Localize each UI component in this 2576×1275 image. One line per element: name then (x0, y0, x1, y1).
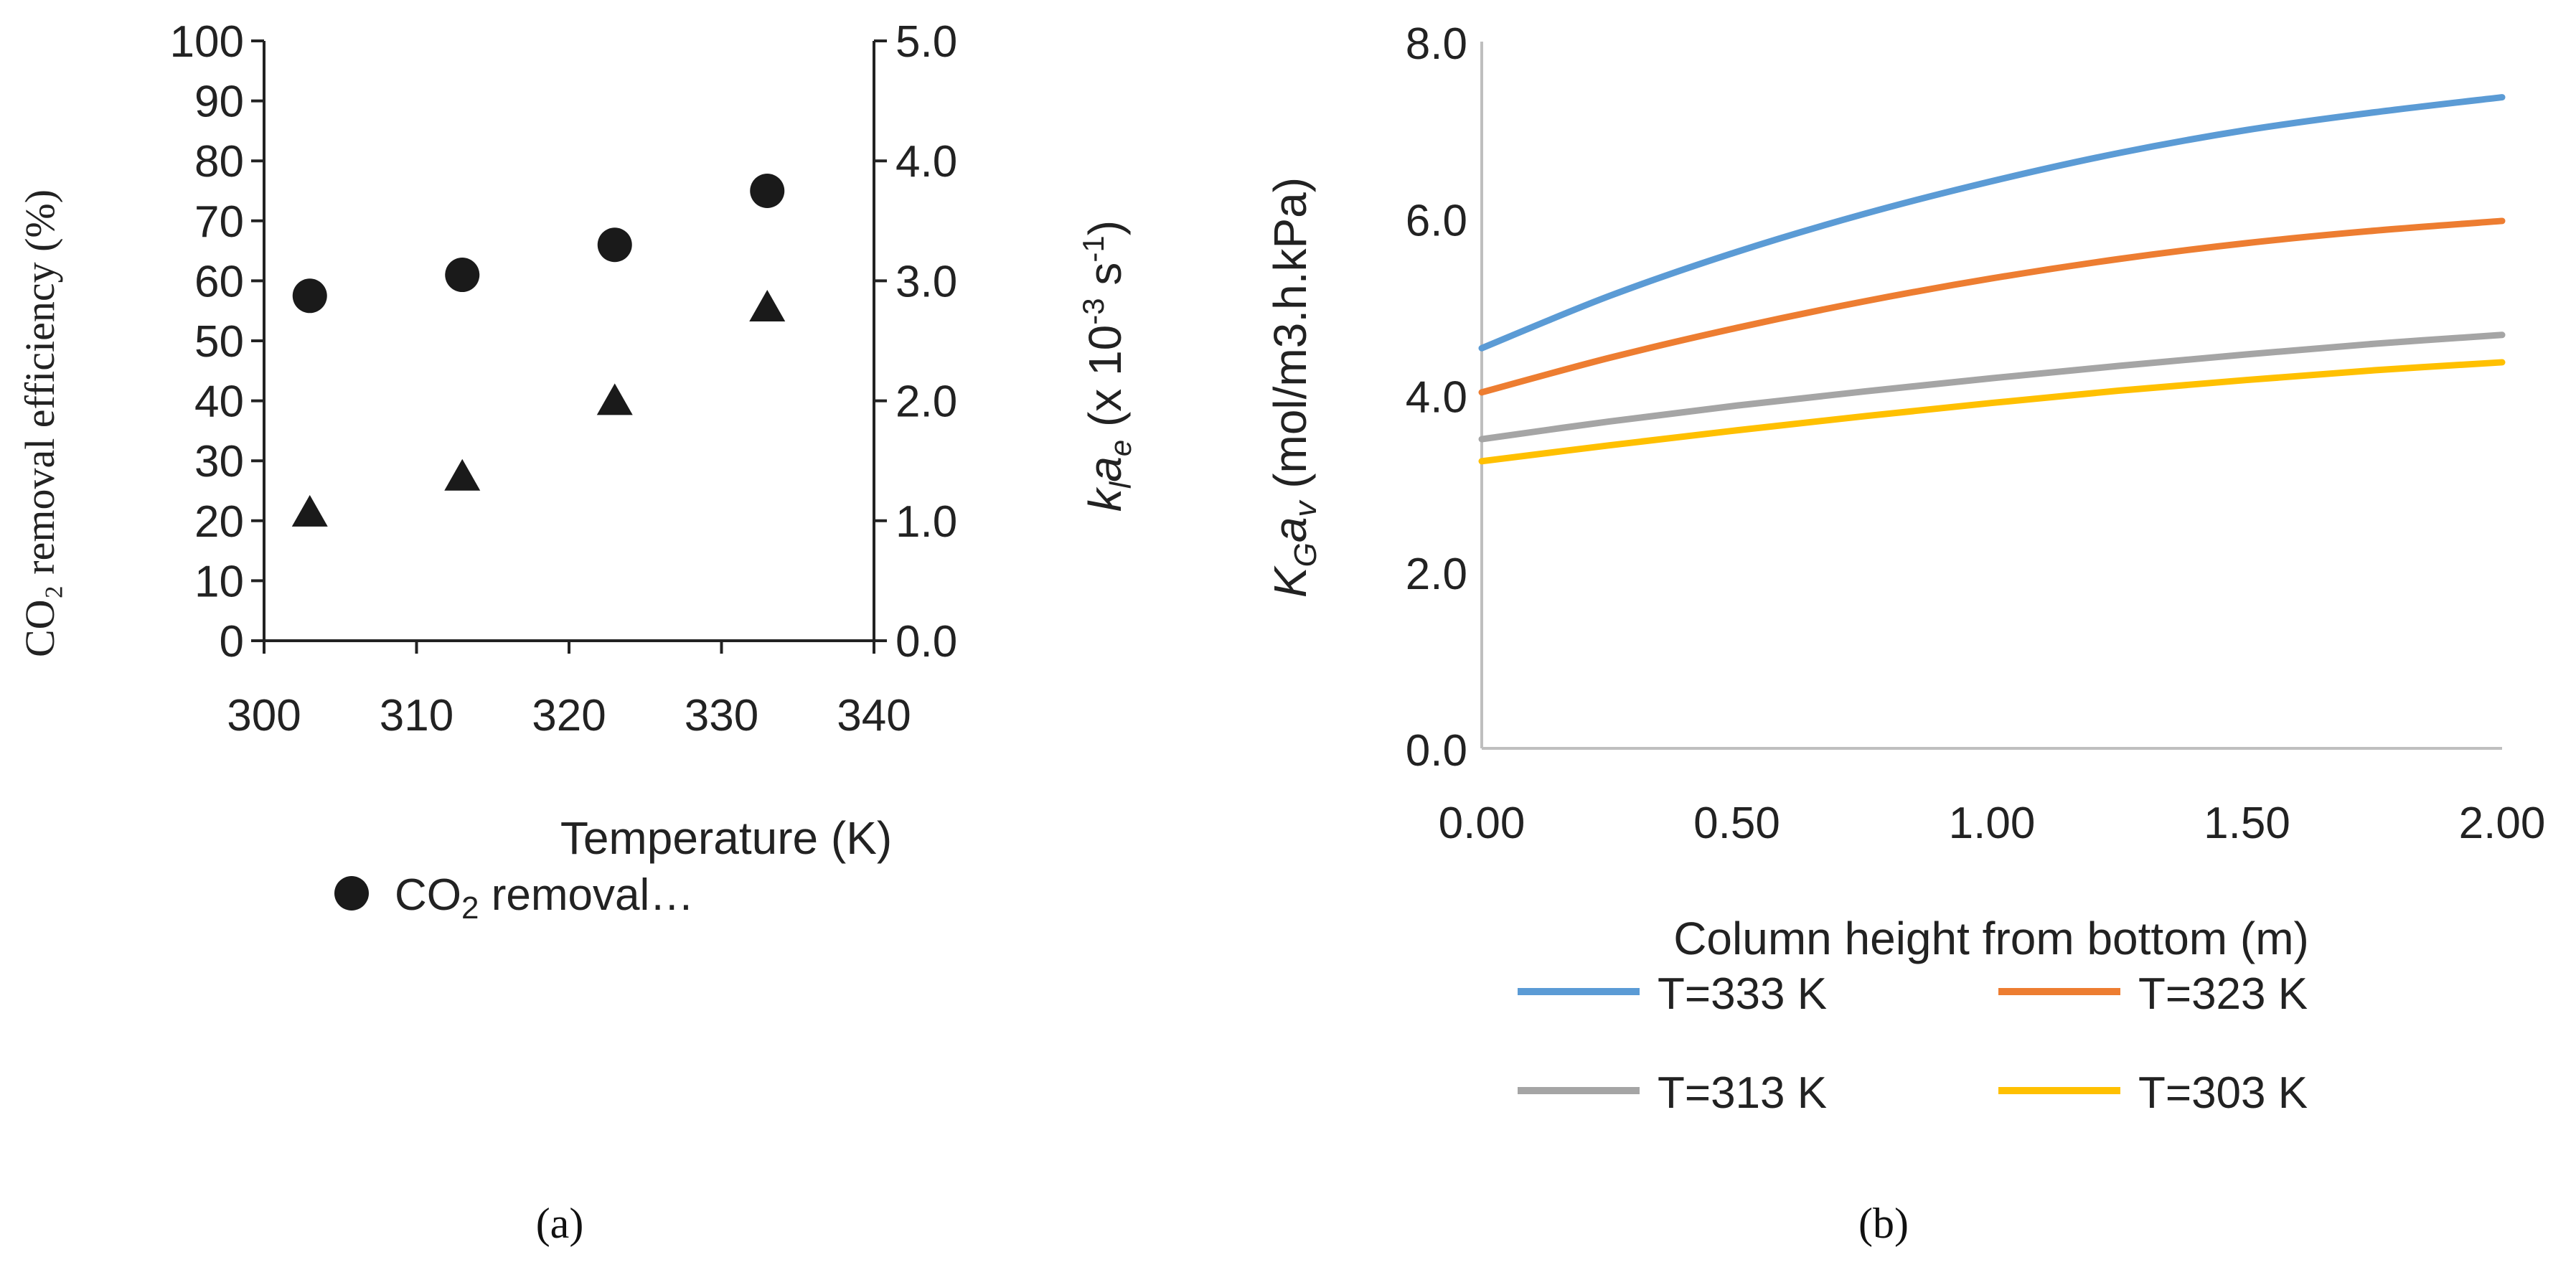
a-left-tick-label: 20 (194, 497, 244, 547)
b-series-line (1478, 331, 2506, 443)
b-y-tick-label: 8.0 (1406, 19, 1467, 69)
b-y-tick-label: 2.0 (1406, 550, 1467, 599)
a-left-tick-label: 80 (194, 137, 244, 187)
a-point-klae (444, 458, 481, 491)
a-x-tick-label: 300 (227, 691, 301, 740)
a-point-co2-removal (750, 174, 785, 208)
a-left-tick-label: 0 (220, 617, 244, 667)
a-right-tick-label: 5.0 (896, 17, 957, 67)
a-left-tick-label: 10 (194, 557, 244, 606)
a-right-tick-label: 1.0 (896, 497, 957, 547)
b-y-title: KGav (mol/m3.h.kPa) (1264, 177, 1323, 598)
a-left-tick-label: 40 (194, 377, 244, 427)
a-left-tick-label: 30 (194, 437, 244, 486)
b-legend-label: T=333 K (1658, 969, 1827, 1019)
b-legend-label: T=323 K (2138, 969, 2308, 1019)
b-x-title: Column height from bottom (m) (1673, 913, 2309, 964)
a-x-tick-label: 330 (685, 691, 758, 740)
a-left-tick-label: 50 (194, 317, 244, 367)
a-right-tick-label: 2.0 (896, 377, 957, 427)
a-x-title: Temperature (K) (560, 812, 892, 864)
b-x-tick-label: 2.00 (2459, 799, 2546, 848)
b-x-tick-label: 0.50 (1693, 799, 1780, 848)
b-legend-label: T=303 K (2138, 1068, 2308, 1118)
a-legend-circle-marker (334, 876, 369, 911)
a-y-left-title: CO₂ removal efficiency (%) (17, 189, 63, 657)
b-series-line (1478, 217, 2506, 396)
a-left-tick-label: 70 (194, 197, 244, 247)
a-legend-label: CO2 removal… (395, 870, 694, 926)
b-y-tick-label: 0.0 (1406, 726, 1467, 776)
b-caption: (b) (1858, 1200, 1909, 1247)
a-left-tick-label: 60 (194, 257, 244, 306)
a-left-tick-label: 90 (194, 77, 244, 127)
a-right-tick-label: 0.0 (896, 617, 957, 667)
a-y-right-title: klae (x 10-3 s-1) (1076, 220, 1137, 512)
a-point-klae (291, 494, 328, 527)
a-point-klae (749, 289, 786, 321)
a-point-co2-removal (445, 258, 480, 293)
b-series-line (1478, 94, 2506, 352)
b-x-tick-label: 0.00 (1439, 799, 1526, 848)
a-x-tick-label: 310 (380, 691, 453, 740)
a-x-tick-label: 340 (837, 691, 911, 740)
a-x-tick-label: 320 (532, 691, 606, 740)
a-point-co2-removal (292, 278, 327, 314)
a-point-co2-removal (597, 227, 632, 263)
a-point-klae (596, 383, 633, 415)
b-x-tick-label: 1.50 (2204, 799, 2290, 848)
b-series-line (1478, 359, 2506, 465)
b-y-tick-label: 6.0 (1406, 196, 1467, 245)
b-legend-label: T=313 K (1658, 1068, 1827, 1118)
b-x-tick-label: 1.00 (1949, 799, 2036, 848)
a-right-tick-label: 4.0 (896, 137, 957, 187)
b-y-tick-label: 4.0 (1406, 373, 1467, 423)
a-caption: (a) (536, 1200, 584, 1247)
a-left-tick-label: 100 (170, 17, 244, 67)
a-right-tick-label: 3.0 (896, 257, 957, 306)
panel-b: 0.0 2.0 4.0 6.0 8.0 0.00 0.50 1.00 1.50 2.00 KGa… (1264, 19, 2545, 1247)
panel-a: 0 10 20 30 40 50 60 70 80 90 100 0.0 1.0 2.0 3.0 4.0 5.… (17, 17, 1137, 1247)
